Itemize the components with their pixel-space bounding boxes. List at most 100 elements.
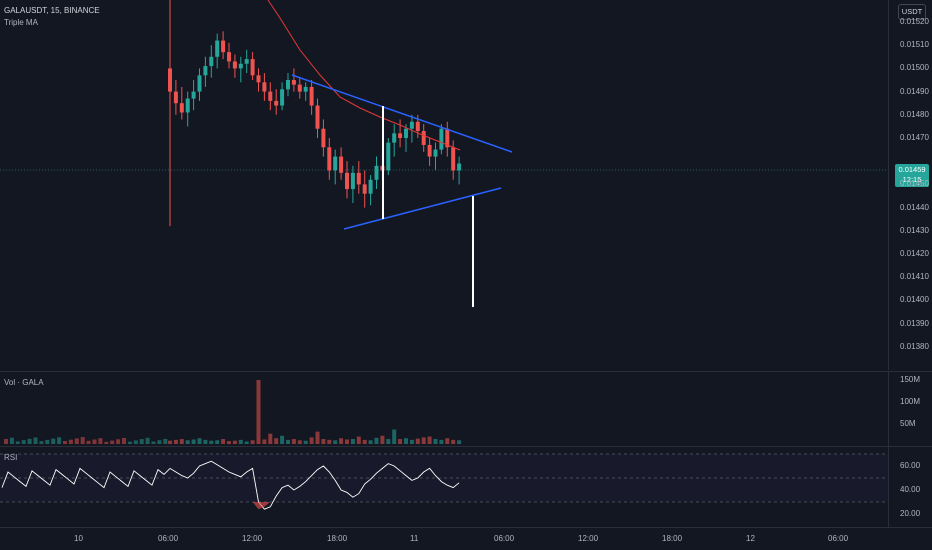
volume-bar xyxy=(445,438,450,444)
candle-body xyxy=(209,56,214,67)
moving-average-line xyxy=(267,0,461,151)
lower-trend-line xyxy=(343,187,502,230)
volume-bar xyxy=(374,437,379,444)
volume-bar xyxy=(63,441,67,444)
rsi-oversold-fill xyxy=(252,502,271,510)
volume-bar xyxy=(451,439,456,444)
indicator-label[interactable]: Triple MA xyxy=(4,18,38,27)
price-tick-label: 0.01390 xyxy=(900,318,929,328)
volume-bar xyxy=(398,439,403,444)
candle-body xyxy=(415,121,420,132)
candle-body xyxy=(321,128,326,148)
volume-bar xyxy=(262,439,267,444)
candle-body xyxy=(392,133,397,143)
volume-bar xyxy=(127,441,132,444)
volume-bar xyxy=(86,440,91,444)
volume-bar xyxy=(409,439,414,444)
candle-body xyxy=(250,59,255,76)
volume-bar xyxy=(80,437,85,444)
volume-bar xyxy=(15,441,20,444)
volume-bar xyxy=(315,431,320,444)
time-tick-label: 06:00 xyxy=(494,534,515,543)
candle-body xyxy=(232,61,237,69)
pane-separator-volume[interactable] xyxy=(0,371,932,372)
candle-body xyxy=(297,84,302,92)
rsi-tick-label: 20.00 xyxy=(900,509,921,518)
rsi-axis[interactable] xyxy=(888,447,932,527)
volume-bar xyxy=(268,433,273,444)
candle-body xyxy=(445,128,450,148)
time-tick-label: 12 xyxy=(746,534,755,543)
upper-trend-line xyxy=(291,74,513,153)
volume-label[interactable]: Vol · GALA xyxy=(4,378,44,387)
candle-body xyxy=(268,91,273,101)
volume-bar xyxy=(333,440,338,444)
rsi-line xyxy=(1,460,460,510)
candle-body xyxy=(398,133,403,138)
candle-body xyxy=(179,103,184,113)
price-tick-label: 0.01500 xyxy=(900,63,929,73)
candle-body xyxy=(409,121,414,129)
volume-bar xyxy=(215,440,220,444)
time-tick-label: 12:00 xyxy=(578,534,599,543)
price-tick-label: 0.01410 xyxy=(900,272,929,282)
rsi-tick-label: 60.00 xyxy=(900,461,921,470)
candle-body xyxy=(350,172,355,190)
candle-body xyxy=(345,172,349,190)
volume-bar xyxy=(297,440,302,444)
candle-body xyxy=(215,40,220,57)
volume-bar xyxy=(116,439,121,444)
volume-bar xyxy=(280,435,285,444)
price-tick-label: 0.01430 xyxy=(900,225,929,235)
volume-bar xyxy=(74,438,79,444)
volume-bar xyxy=(274,438,279,444)
volume-tick-label: 150M xyxy=(900,375,921,384)
candle-body xyxy=(368,179,373,194)
time-tick-label: 11 xyxy=(410,534,419,543)
volume-axis[interactable] xyxy=(888,372,932,446)
volume-bar xyxy=(303,440,308,444)
volume-bar xyxy=(163,438,168,444)
volume-bar xyxy=(345,439,349,444)
volume-bar xyxy=(104,441,109,444)
price-axis[interactable] xyxy=(888,0,932,370)
pane-separator-rsi[interactable] xyxy=(0,446,932,447)
volume-bar xyxy=(291,439,296,444)
volume-bar xyxy=(151,441,156,444)
main-chart-svg[interactable] xyxy=(0,0,888,528)
volume-bar xyxy=(168,440,172,444)
rsi-tick-label: 40.00 xyxy=(900,485,921,494)
candle-body xyxy=(404,128,408,138)
candle-body xyxy=(191,91,196,99)
candle-body xyxy=(362,184,367,194)
candle-body xyxy=(386,142,391,171)
volume-bar xyxy=(421,437,426,444)
price-tick-label: 0.01490 xyxy=(900,86,929,96)
candle-body xyxy=(303,86,308,92)
time-tick-label: 10 xyxy=(74,534,83,543)
volume-bar xyxy=(321,439,326,444)
candle-body xyxy=(433,149,438,157)
volume-bar xyxy=(133,440,138,444)
volume-bar xyxy=(21,440,26,444)
volume-bar xyxy=(173,439,178,444)
volume-bar xyxy=(339,438,344,444)
volume-bar xyxy=(433,439,438,444)
volume-bar xyxy=(197,438,202,444)
rsi-label[interactable]: RSI xyxy=(4,453,18,462)
candle-body xyxy=(173,91,178,104)
volume-bar xyxy=(327,439,332,444)
volume-bar xyxy=(256,380,261,444)
volume-bar xyxy=(380,435,385,444)
currency-badge[interactable]: USDT xyxy=(898,4,926,20)
volume-bar xyxy=(191,439,196,444)
volume-bar xyxy=(185,440,190,444)
time-tick-label: 12:00 xyxy=(242,534,263,543)
candle-body xyxy=(451,147,456,171)
volume-bar xyxy=(45,439,50,444)
candle-body xyxy=(374,165,379,180)
volume-bar xyxy=(39,441,44,444)
volume-bar xyxy=(356,436,361,444)
volume-bar xyxy=(157,440,162,444)
time-tick-label: 06:00 xyxy=(828,534,849,543)
